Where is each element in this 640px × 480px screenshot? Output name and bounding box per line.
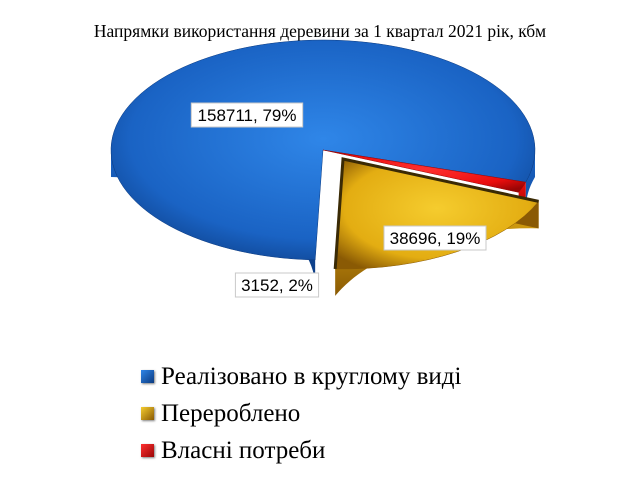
legend: Реалізовано в круглому виді Перероблено … [141,358,461,469]
data-label-box-own-needs [234,272,320,298]
pie-group [110,39,540,296]
legend-swatch-own-needs [141,444,154,457]
pie-edge-processed [333,157,539,270]
legend-label-own-needs: Власні потреби [161,437,326,464]
legend-label-sold: Реалізовано в круглому виді [161,363,462,390]
data-label-sold: 158711, 79% [198,106,297,125]
pie-slice-own-needs [322,149,527,193]
data-label-box-sold [190,102,304,128]
legend-swatch-sold [141,370,154,383]
data-labels: 158711, 79% 38696, 19% 3152, 2% [190,102,487,298]
legend-label-processed: Перероблено [161,400,301,427]
legend-item-sold: Реалізовано в круглому виді [141,358,461,395]
data-label-own-needs: 3152, 2% [241,276,313,295]
chart-title: Напрямки використання деревини за 1 квар… [94,21,546,41]
data-label-processed: 38696, 19% [390,229,481,248]
data-label-box-processed [383,225,487,251]
legend-swatch-processed [141,407,154,420]
legend-item-own-needs: Власні потреби [141,432,461,469]
legend-item-processed: Перероблено [141,395,461,432]
